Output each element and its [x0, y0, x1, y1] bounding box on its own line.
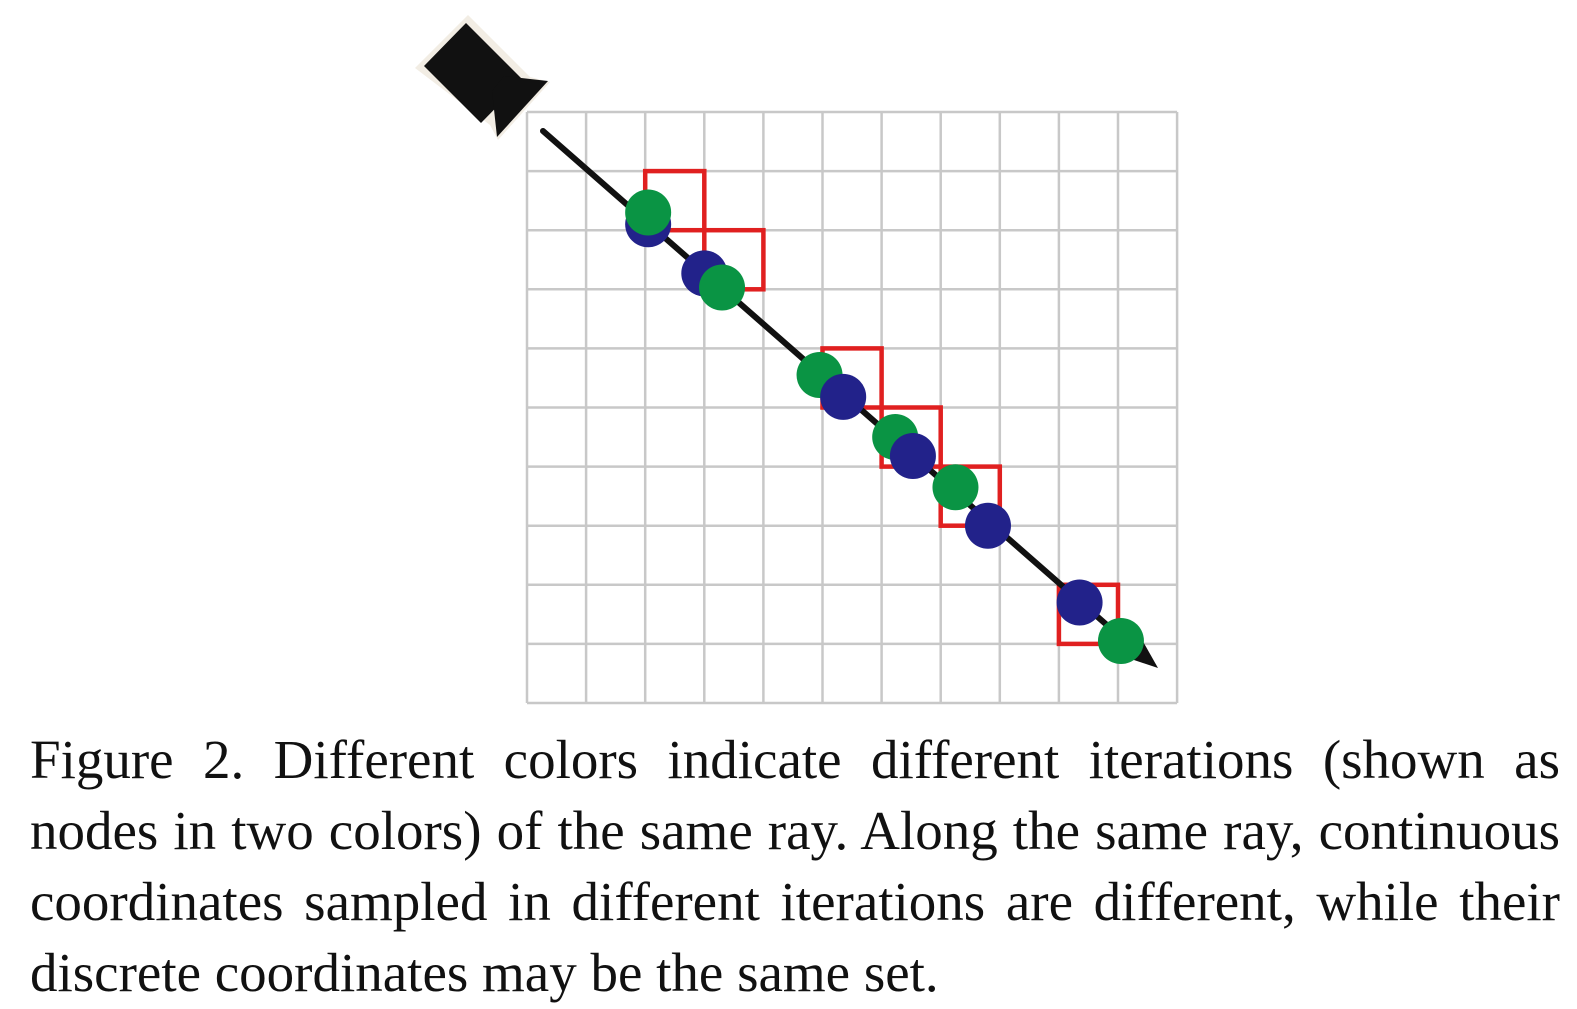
node-iteration-a	[889, 432, 936, 479]
arrow-head-icon	[1125, 638, 1158, 668]
ray-sampling-figure	[415, 15, 1179, 705]
figure-caption: Figure 2. Different colors indicate diff…	[30, 729, 1560, 1003]
sample-nodes	[625, 189, 1144, 664]
node-iteration-b	[699, 264, 746, 311]
camera-icon	[415, 15, 550, 140]
node-iteration-b	[932, 464, 979, 511]
node-iteration-a	[964, 502, 1011, 549]
node-iteration-a	[820, 373, 867, 420]
node-iteration-a	[1056, 579, 1103, 626]
node-iteration-b	[625, 189, 672, 236]
node-iteration-b	[1097, 617, 1144, 664]
camera-icon-lens	[492, 76, 548, 137]
